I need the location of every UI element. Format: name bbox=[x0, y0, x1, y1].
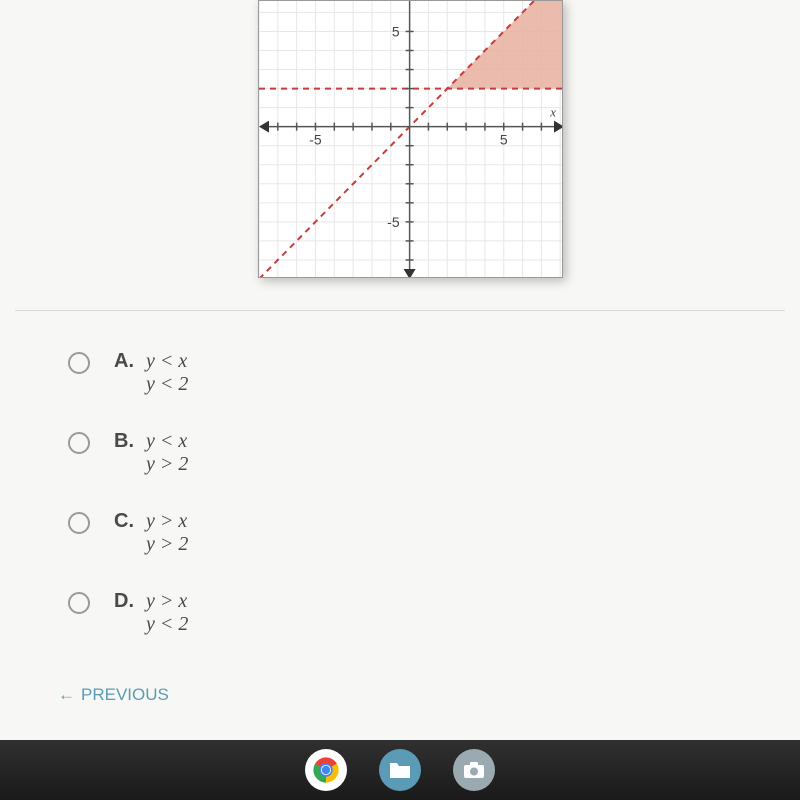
option-d-line2: y < 2 bbox=[146, 613, 188, 636]
option-c-line2: y > 2 bbox=[146, 533, 188, 556]
chrome-icon[interactable] bbox=[305, 749, 347, 791]
radio-a[interactable] bbox=[68, 352, 90, 374]
option-c[interactable]: C. y > x y > 2 bbox=[68, 510, 188, 556]
option-b-line1: y < x bbox=[146, 430, 188, 453]
option-a[interactable]: A. y < x y < 2 bbox=[68, 350, 188, 396]
option-a-line2: y < 2 bbox=[146, 373, 188, 396]
graph-svg: 5 -5 5 -5 x bbox=[259, 1, 563, 278]
option-d[interactable]: D. y > x y < 2 bbox=[68, 590, 188, 636]
inequality-graph: 5 -5 5 -5 x bbox=[258, 0, 563, 278]
option-c-lines: y > x y > 2 bbox=[146, 510, 188, 556]
left-arrow-icon: ← bbox=[58, 685, 75, 705]
files-icon[interactable] bbox=[379, 749, 421, 791]
option-a-line1: y < x bbox=[146, 350, 188, 373]
option-b[interactable]: B. y < x y > 2 bbox=[68, 430, 188, 476]
previous-label: PREVIOUS bbox=[81, 685, 169, 705]
option-a-lines: y < x y < 2 bbox=[146, 350, 188, 396]
option-a-text: A. y < x y < 2 bbox=[114, 350, 188, 396]
answer-options: A. y < x y < 2 B. y < x y > 2 C. bbox=[68, 350, 188, 670]
option-b-line2: y > 2 bbox=[146, 453, 188, 476]
option-d-text: D. y > x y < 2 bbox=[114, 590, 188, 636]
svg-text:5: 5 bbox=[392, 23, 400, 39]
taskbar bbox=[0, 740, 800, 800]
camera-icon[interactable] bbox=[453, 749, 495, 791]
option-c-letter: C. bbox=[114, 510, 134, 533]
option-b-text: B. y < x y > 2 bbox=[114, 430, 188, 476]
option-d-lines: y > x y < 2 bbox=[146, 590, 188, 636]
option-d-line1: y > x bbox=[146, 590, 188, 613]
section-divider bbox=[15, 310, 785, 311]
option-b-lines: y < x y > 2 bbox=[146, 430, 188, 476]
previous-button[interactable]: ← PREVIOUS bbox=[58, 685, 169, 705]
svg-text:x: x bbox=[549, 105, 556, 120]
option-d-letter: D. bbox=[114, 590, 134, 613]
option-c-text: C. y > x y > 2 bbox=[114, 510, 188, 556]
svg-text:-5: -5 bbox=[309, 132, 322, 148]
radio-c[interactable] bbox=[68, 512, 90, 534]
radio-b[interactable] bbox=[68, 432, 90, 454]
svg-text:5: 5 bbox=[500, 132, 508, 148]
option-c-line1: y > x bbox=[146, 510, 188, 533]
radio-d[interactable] bbox=[68, 592, 90, 614]
option-b-letter: B. bbox=[114, 430, 134, 453]
svg-text:-5: -5 bbox=[387, 214, 400, 230]
question-content: 5 -5 5 -5 x A. y < x y < 2 B. y < x y > 2 bbox=[0, 0, 800, 740]
option-a-letter: A. bbox=[114, 350, 134, 373]
